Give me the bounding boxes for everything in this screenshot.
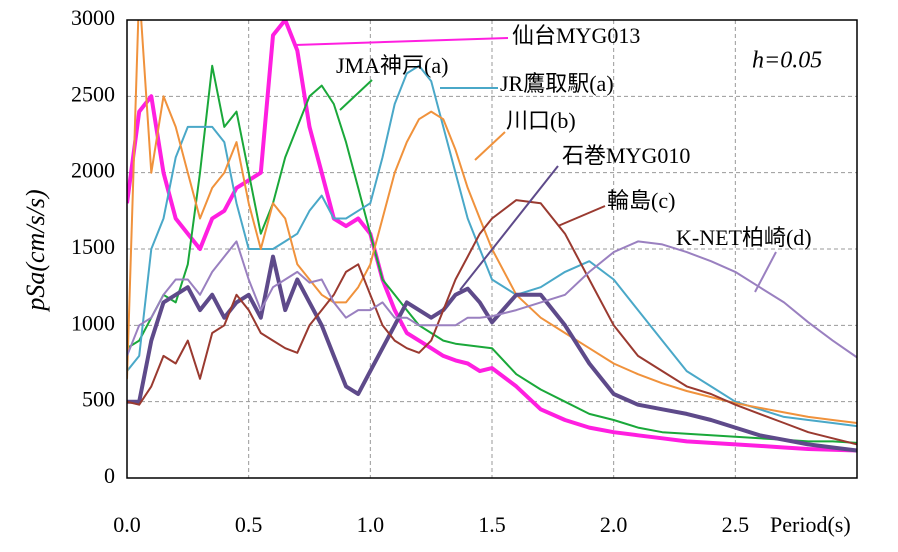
series-label: K-NET柏崎(d) [676,225,812,250]
series-label: JR鷹取駅(a) [500,71,614,96]
y-tick-label: 500 [82,387,115,412]
leader-line [294,37,509,46]
series-label: 川口(b) [506,108,576,133]
series-line [127,240,857,359]
leader-line [459,165,559,291]
y-tick-label: 2000 [71,158,115,183]
leader-line [339,79,373,111]
x-tick-label: 1.5 [478,512,506,537]
y-axis-title: pSa(cm/s/s) [21,189,50,312]
plot-frame [126,19,858,479]
x-tick-label: 1.0 [357,512,385,537]
series-line [127,64,857,428]
x-tick-label: 0.5 [235,512,263,537]
labels: 仙台MYG013 JMA神戸(a) JR鷹取駅(a) 川口(b) 石巻MYG010 輪島(… [294,23,812,293]
lines [127,20,857,453]
y-tick-label: 2500 [71,81,115,106]
series-line [127,20,857,453]
series-label: JMA神戸(a) [336,53,448,78]
y-tick-label: 3000 [71,5,115,30]
series-label: 仙台MYG013 [512,23,640,48]
annotation: h=0.05 [752,48,822,74]
series-line [127,254,857,453]
leader-line [474,131,506,161]
series-label: 輪島(c) [607,188,675,213]
y-tick-label: 0 [104,463,115,488]
series-line [127,64,857,444]
series-label: 石巻MYG010 [562,143,690,168]
leader-line [557,205,606,227]
y-tick-label: 1000 [71,310,115,335]
x-tick-label: 0.0 [113,512,141,537]
x-tick-label: 2.5 [722,512,750,537]
x-axis-title: Period(s) [770,512,851,537]
series-line [127,199,857,446]
leader-line [754,251,777,293]
series-line [127,20,857,424]
y-tick-label: 1500 [71,234,115,259]
x-tick-label: 2.0 [600,512,628,537]
